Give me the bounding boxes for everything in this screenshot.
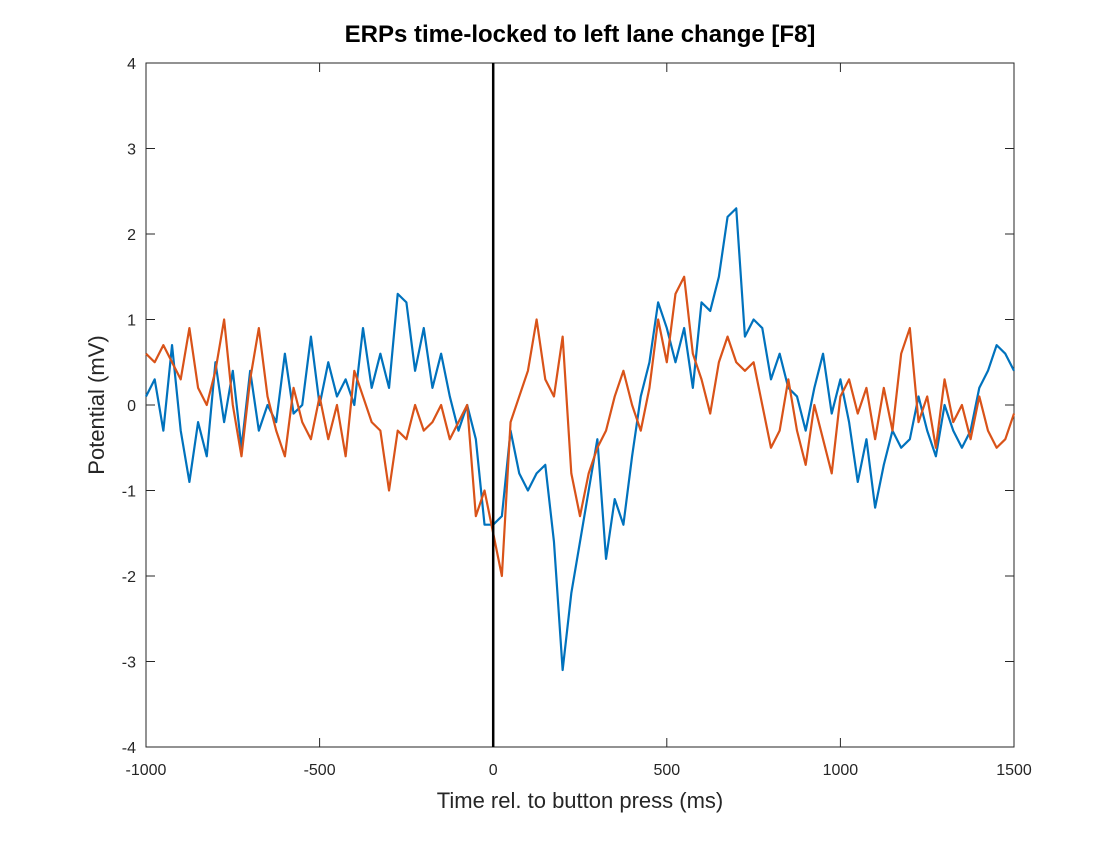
chart-title: ERPs time-locked to left lane change [F8… <box>345 21 816 48</box>
series-line <box>145 207 1015 672</box>
y-tick-label: 4 <box>127 56 136 73</box>
y-tick-label: 1 <box>127 313 136 330</box>
y-tick-label: 2 <box>127 227 136 244</box>
x-tick-label: -1000 <box>126 762 167 779</box>
x-tick-label: 1500 <box>996 762 1032 779</box>
y-tick-label: -1 <box>122 484 136 501</box>
y-tick-label: -2 <box>122 569 136 586</box>
x-axis-label: Time rel. to button press (ms) <box>437 788 723 813</box>
x-tick-label: 0 <box>489 762 498 779</box>
x-tick-label: -500 <box>304 762 336 779</box>
x-tick-label: 500 <box>653 762 680 779</box>
series-line <box>145 275 1016 578</box>
y-tick-label: 3 <box>127 142 136 159</box>
x-tick-label: 1000 <box>823 762 859 779</box>
y-axis-label: Potential (mV) <box>84 335 109 474</box>
y-tick-label: -4 <box>122 740 136 757</box>
axes-box <box>145 62 1015 748</box>
y-tick-label: -3 <box>122 655 136 672</box>
y-tick-label: 0 <box>127 398 136 415</box>
